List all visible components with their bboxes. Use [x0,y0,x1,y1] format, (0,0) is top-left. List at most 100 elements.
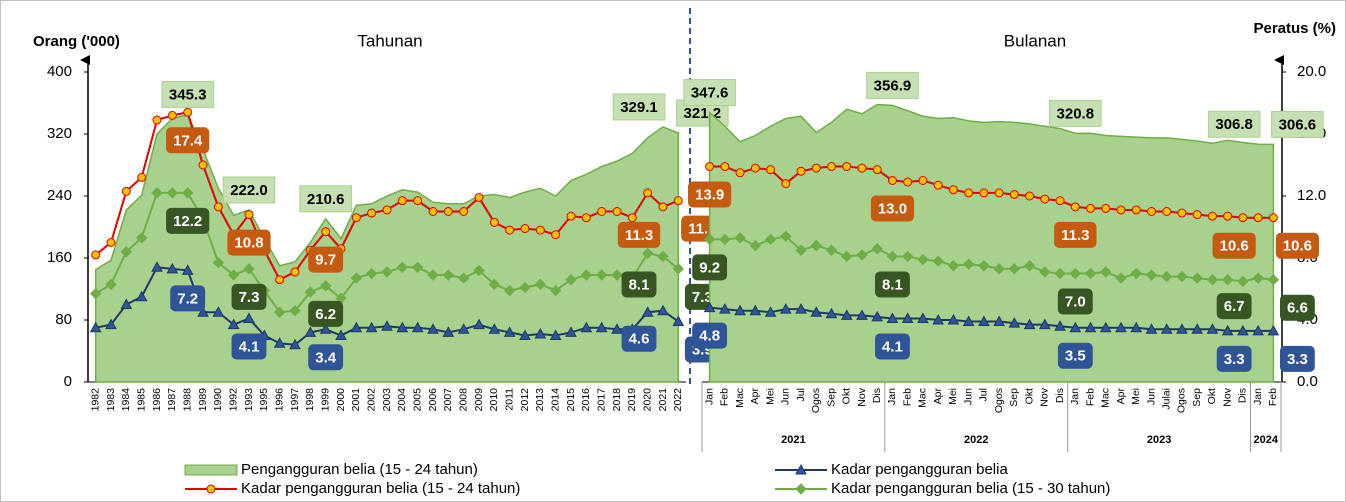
value-label: 347.6 [683,79,736,107]
marker [565,326,577,337]
marker [1191,323,1204,334]
marker [566,211,576,221]
marker [227,269,240,281]
marker [396,321,409,333]
marker [1084,321,1097,333]
marker [151,187,163,199]
marker [932,255,944,267]
x-tick-label: Jan [1069,388,1081,405]
marker [1009,189,1019,199]
marker [1100,266,1112,278]
legend-marker [795,483,807,495]
marker [595,269,608,281]
marker [1145,323,1158,334]
marker [1054,320,1066,331]
y2-tick-label: 0.0 [1297,373,1318,390]
value-label-text: 11.3 [1061,227,1089,244]
marker [549,329,562,340]
marker [120,298,133,309]
marker [901,250,914,263]
value-label-box [1279,294,1315,321]
value-label: 306.6 [1271,110,1324,138]
x-tick-label: Mac [917,388,929,408]
marker [442,269,455,281]
legend-label: Kadar pengangguran belia (15 - 30 tahun) [831,480,1110,497]
value-label-text: 7.3 [692,289,713,306]
marker [166,262,179,274]
value-label-text: 6.6 [1287,300,1308,317]
marker [811,163,821,173]
x-tick-label: Sep [1191,388,1203,407]
value-label-text: 3.3 [1287,351,1308,368]
marker [597,207,607,216]
x-tick-label: Feb [1084,388,1096,406]
marker [1146,207,1156,216]
marker [1040,194,1050,204]
value-label-box [621,325,657,352]
x-tick-label: 1988 [181,388,193,412]
x-tick-label: 1997 [289,388,301,412]
marker [734,232,746,244]
marker [503,284,516,297]
marker [1069,267,1082,280]
marker [1206,323,1219,334]
x-tick-label: Dis [1054,388,1066,403]
marker [917,312,929,323]
x-tick-label: 2015 [565,388,577,412]
marker [413,196,423,206]
x-tick-label: 1999 [319,388,331,412]
y-tick-label: 400 [47,63,72,80]
value-label-text: 8.1 [629,276,650,293]
x-tick-label: 2020 [641,388,653,412]
value-label-box [1049,99,1102,127]
value-label-text: 10.8 [234,235,263,252]
marker [105,278,117,291]
marker [657,250,669,263]
marker [135,290,148,302]
value-label: 10.8 [227,229,271,256]
marker [1070,202,1080,212]
marker [1115,321,1127,333]
marker [105,318,117,330]
x-tick-label: 2003 [381,388,393,412]
marker [856,309,868,320]
marker [473,264,485,277]
value-label-text: 9.7 [315,252,336,269]
marker [856,249,868,261]
x-group-label: 2022 [964,434,988,446]
marker [1038,318,1051,330]
marker [672,263,685,275]
x-group-label: 2023 [1147,434,1171,446]
value-label-box [308,300,344,327]
marker [1101,203,1111,213]
value-label-box [1054,221,1097,248]
marker [1039,266,1051,278]
marker [411,321,424,333]
value-label: 7.2 [170,285,206,312]
value-label-text: 17.4 [173,132,203,149]
value-label-text: 9.2 [699,259,720,276]
marker [520,224,530,234]
value-label-text: 11.3 [625,227,653,244]
marker [243,263,255,275]
x-tick-label: 1986 [151,388,163,412]
marker [1130,321,1143,333]
marker [181,187,194,199]
marker [1160,323,1173,334]
y-tick-label: 0 [64,373,72,390]
marker [734,304,746,316]
x-tick-label: Mei [764,388,776,405]
value-label-box [870,195,915,222]
x-tick-label: 2012 [519,388,531,412]
value-label: 210.6 [299,185,352,213]
marker [381,320,393,331]
x-tick-label: 2009 [473,388,485,412]
x-tick-label: Apr [749,388,761,405]
value-label: 6.6 [1279,294,1315,321]
marker [964,188,974,198]
value-label-box [875,333,910,360]
marker [932,313,945,325]
marker [381,266,393,278]
value-label-box [299,185,352,213]
legend-swatch [184,464,238,476]
